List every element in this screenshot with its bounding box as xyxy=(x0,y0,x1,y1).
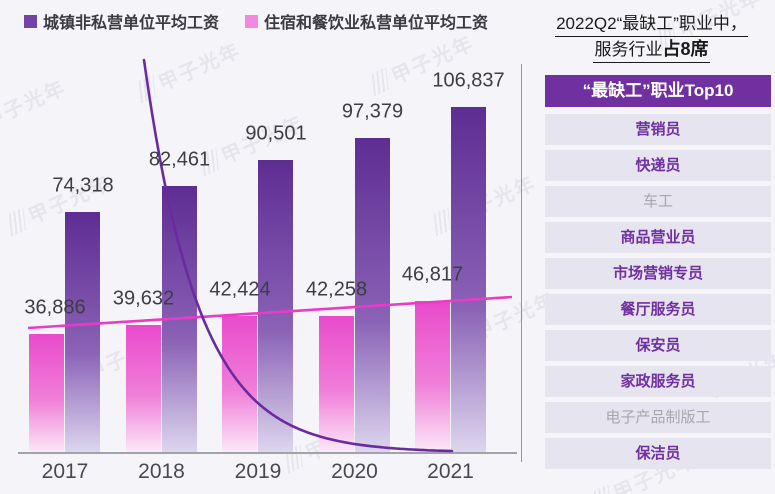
legend-swatch-icon xyxy=(24,14,37,28)
legend-item-series2: 住宿和餐饮业私营单位平均工资 xyxy=(245,9,488,33)
ranking-item: 电子产品制版工 xyxy=(545,402,771,433)
stripes-logo-icon xyxy=(433,206,451,237)
ranking-title: “最缺工”职业Top10 xyxy=(545,75,771,107)
headline-line2-prefix: 服务行业 xyxy=(594,40,663,59)
ranking-item: 车工 xyxy=(545,186,771,217)
ranking-item: 家政服务员 xyxy=(545,366,771,397)
bar-value-label: 97,379 xyxy=(341,100,404,123)
legend-item-series1: 城镇非私营单位平均工资 xyxy=(24,9,219,33)
x-axis-tick-label: 2021 xyxy=(427,460,474,483)
headline-line2-bold: 占8席 xyxy=(662,39,709,59)
bar-value-label: 42,424 xyxy=(209,278,271,301)
bar-value-label: 74,318 xyxy=(52,174,114,197)
bar-private-hospitality-2019 xyxy=(222,315,257,453)
stripes-logo-icon xyxy=(138,73,156,104)
bar-urban-nonprivate-2017 xyxy=(65,212,100,453)
x-axis-tick-label: 2019 xyxy=(234,460,282,483)
bar-value-label: 46,817 xyxy=(401,263,464,286)
x-axis-line xyxy=(18,452,517,454)
stripes-logo-icon xyxy=(593,483,611,494)
ranking-item: 营销员 xyxy=(545,114,771,145)
stripes-logo-icon xyxy=(371,66,389,97)
legend-label: 住宿和餐饮业私营单位平均工资 xyxy=(264,15,489,32)
panel-divider xyxy=(521,64,522,462)
bar-value-label: 82,461 xyxy=(148,148,211,171)
bar-urban-nonprivate-2021 xyxy=(450,107,486,453)
watermark-text: 甲子光年 xyxy=(155,39,245,96)
bar-private-hospitality-2018 xyxy=(125,324,161,453)
legend-swatch-icon xyxy=(245,14,259,28)
ranking-panel: “最缺工”职业Top10 营销员快递员车工商品营业员市场营销专员 餐厅服务员保安员… xyxy=(545,75,771,474)
brand-watermark: 甲子光年 xyxy=(0,71,70,133)
bar-private-hospitality-2020 xyxy=(318,316,354,453)
bar-value-label: 42,258 xyxy=(305,278,368,301)
stripes-logo-icon xyxy=(8,206,26,237)
x-axis-tick-label: 2020 xyxy=(331,460,378,483)
x-axis-tick-label: 2017 xyxy=(41,460,89,483)
bar-private-hospitality-2021 xyxy=(414,301,450,453)
bar-value-label: 106,837 xyxy=(432,69,505,92)
ranking-item: 保洁员 xyxy=(545,438,771,469)
bar-urban-nonprivate-2018 xyxy=(161,185,197,453)
ranking-item: 餐厅服务员 xyxy=(545,294,771,325)
bar-urban-nonprivate-2019 xyxy=(258,159,293,453)
watermark-text: 甲子光年 xyxy=(0,76,70,133)
bar-value-label: 36,886 xyxy=(24,296,86,319)
ranking-item: 商品营业员 xyxy=(545,222,771,253)
bar-private-hospitality-2017 xyxy=(29,333,64,453)
legend-label: 城镇非私营单位平均工资 xyxy=(43,15,220,32)
ranking-item: 市场营销专员 xyxy=(545,258,771,289)
brand-watermark: 甲子光年 xyxy=(134,34,245,105)
ranking-item: 快递员 xyxy=(545,150,771,181)
headline-line1: 2022Q2“最缺工”职业中， xyxy=(555,11,748,37)
bar-value-label: 90,501 xyxy=(245,122,307,145)
bar-value-label: 39,632 xyxy=(112,287,175,310)
chart-legend: 城镇非私营单位平均工资 住宿和餐饮业私营单位平均工资 xyxy=(24,9,488,33)
ranking-rows: 营销员快递员车工商品营业员市场营销专员 餐厅服务员保安员家政服务员电子产品制版工保… xyxy=(545,114,771,469)
headline-line2: 服务行业占8席 xyxy=(593,37,710,63)
x-axis-tick-label: 2018 xyxy=(138,460,185,483)
ranking-item: 保安员 xyxy=(545,330,771,361)
panel-headline: 2022Q2“最缺工”职业中， 服务行业占8席 xyxy=(528,11,775,63)
